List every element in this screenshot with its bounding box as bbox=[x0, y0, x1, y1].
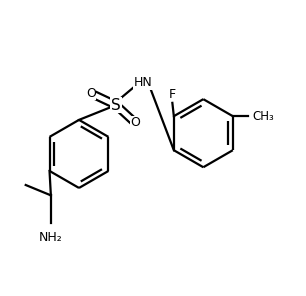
Text: CH₃: CH₃ bbox=[252, 110, 274, 123]
Text: F: F bbox=[169, 89, 176, 101]
Text: S: S bbox=[111, 98, 121, 112]
Text: O: O bbox=[86, 87, 96, 100]
Text: HN: HN bbox=[133, 76, 152, 89]
Text: NH₂: NH₂ bbox=[39, 231, 63, 244]
Text: O: O bbox=[130, 116, 140, 129]
